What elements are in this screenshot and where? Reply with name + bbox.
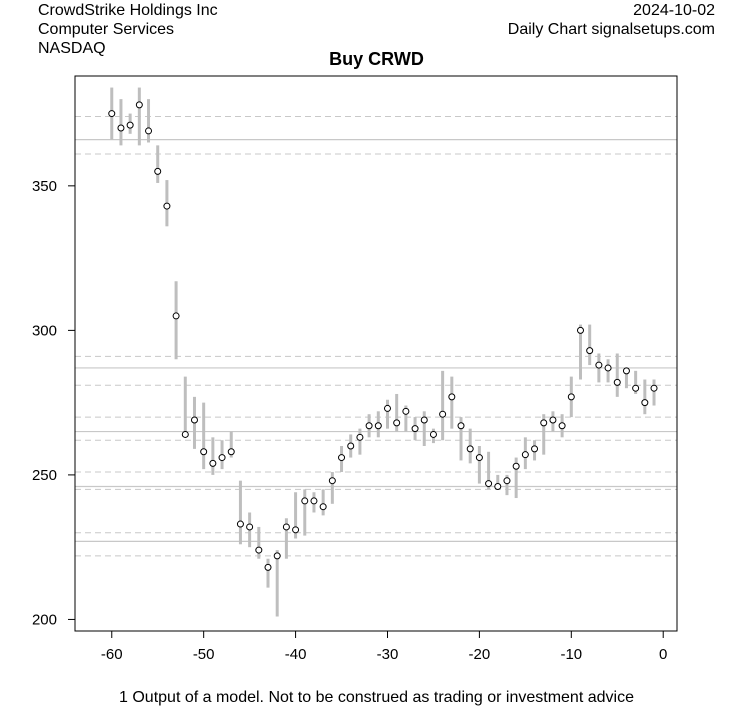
close-point xyxy=(145,127,153,135)
disclaimer-footer: 1 Output of a model. Not to be construed… xyxy=(119,689,634,706)
close-point xyxy=(172,312,180,320)
close-point xyxy=(650,384,658,392)
close-point xyxy=(310,497,318,505)
close-point xyxy=(448,393,456,401)
close-point xyxy=(485,480,493,488)
close-point xyxy=(393,419,401,427)
close-point xyxy=(273,552,281,560)
range-bars xyxy=(110,87,656,617)
x-tick-label: -60 xyxy=(101,646,123,663)
close-point xyxy=(457,422,465,430)
header-left: CrowdStrike Holdings Inc Computer Servic… xyxy=(38,1,218,58)
close-point xyxy=(264,563,272,571)
x-tick-label: -20 xyxy=(469,646,491,663)
close-point xyxy=(429,430,437,438)
close-point xyxy=(154,167,162,175)
close-point xyxy=(135,101,143,109)
y-tick-label: 300 xyxy=(32,322,57,339)
close-point xyxy=(292,526,300,534)
x-tick-label: -30 xyxy=(377,646,399,663)
close-point xyxy=(549,416,557,424)
plot-frame xyxy=(74,75,678,632)
close-point xyxy=(494,482,502,490)
close-point xyxy=(383,404,391,412)
close-point xyxy=(622,367,630,375)
close-point xyxy=(282,523,290,531)
close-point xyxy=(200,448,208,456)
y-tick-label: 200 xyxy=(32,611,57,628)
close-point xyxy=(503,477,511,485)
close-point xyxy=(576,326,584,334)
close-point xyxy=(328,477,336,485)
header-right: 2024-10-02 Daily Chart signalsetups.com xyxy=(508,1,715,39)
y-tick-label: 350 xyxy=(32,178,57,195)
close-point xyxy=(246,523,254,531)
close-point xyxy=(411,425,419,433)
close-point xyxy=(567,393,575,401)
close-point xyxy=(227,448,235,456)
chart-title: Buy CRWD xyxy=(329,49,424,69)
exchange-name: NASDAQ xyxy=(38,40,106,57)
close-point xyxy=(558,422,566,430)
sector-name: Computer Services xyxy=(38,21,175,38)
close-point xyxy=(439,410,447,418)
close-point xyxy=(632,384,640,392)
close-point xyxy=(595,361,603,369)
x-tick-label: 0 xyxy=(659,646,667,663)
x-tick-label: -40 xyxy=(285,646,307,663)
close-point xyxy=(117,124,125,132)
close-point xyxy=(255,546,263,554)
close-points xyxy=(108,101,658,571)
close-point xyxy=(163,202,171,210)
x-tick-label: -10 xyxy=(560,646,582,663)
close-point xyxy=(236,520,244,528)
close-point xyxy=(209,459,217,467)
close-point xyxy=(475,454,483,462)
close-point xyxy=(218,454,226,462)
close-point xyxy=(540,419,548,427)
company-name: CrowdStrike Holdings Inc xyxy=(38,2,218,19)
close-point xyxy=(181,430,189,438)
close-point xyxy=(126,121,134,129)
close-point xyxy=(604,364,612,372)
chart-date: 2024-10-02 xyxy=(633,2,715,19)
close-point xyxy=(531,445,539,453)
close-point xyxy=(586,347,594,355)
close-point xyxy=(365,422,373,430)
close-point xyxy=(347,442,355,450)
close-point xyxy=(190,416,198,424)
close-point xyxy=(319,503,327,511)
x-tick-label: -50 xyxy=(193,646,215,663)
close-point xyxy=(108,110,116,118)
close-point xyxy=(374,422,382,430)
close-point xyxy=(402,407,410,415)
close-point xyxy=(356,433,364,441)
close-point xyxy=(641,399,649,407)
close-point xyxy=(338,454,346,462)
close-point xyxy=(512,462,520,470)
chart-source: Daily Chart signalsetups.com xyxy=(507,21,715,38)
close-point xyxy=(521,451,529,459)
reference-lines xyxy=(75,115,677,557)
close-point xyxy=(613,378,621,386)
close-point xyxy=(420,416,428,424)
y-tick-label: 250 xyxy=(32,467,57,484)
close-point xyxy=(466,445,474,453)
axes: -60 -50 -40 -30 -20 -10 0 200 250 300 350 xyxy=(32,178,667,663)
close-point xyxy=(301,497,309,505)
